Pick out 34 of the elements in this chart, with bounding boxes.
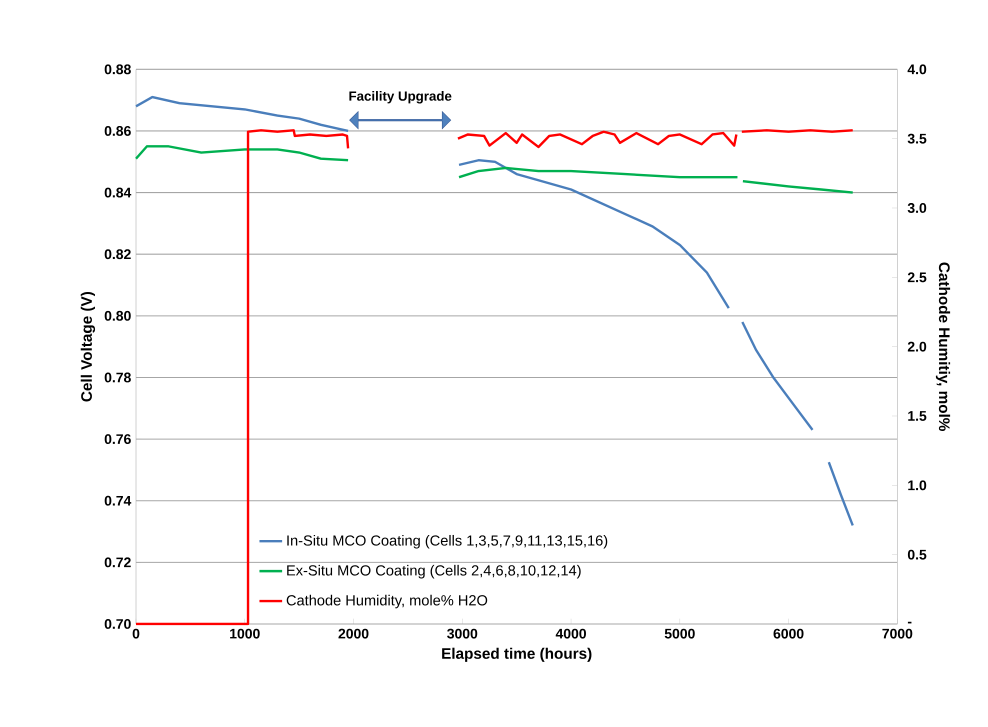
x-tick-label: 7000 xyxy=(882,628,912,639)
annotation: Facility Upgrade xyxy=(349,91,452,104)
y-tick-label: 0.74 xyxy=(104,496,132,506)
y-tick-label: 0.78 xyxy=(104,372,131,383)
x-tick-label: 4000 xyxy=(556,628,586,639)
y-tick-label: 0.82 xyxy=(104,249,131,260)
y2-tick-label: 3.5 xyxy=(908,134,926,144)
legend-label: In-Situ MCO Coating (Cells 1,3,5,7,9,11,13,15,16) xyxy=(287,535,608,549)
x-tick-label: 1000 xyxy=(230,628,260,639)
y2-tick-label: 2.5 xyxy=(908,272,926,282)
y-tick-label: 0.72 xyxy=(104,558,131,568)
y-axis-title: Cell Voltage (V) xyxy=(80,292,96,402)
x-tick-label: 6000 xyxy=(774,628,804,639)
y2-axis-title: Cathode Humitiy, mol% xyxy=(936,262,950,432)
y-tick-label: 0.76 xyxy=(104,434,131,444)
y2-tick-label: 2.0 xyxy=(908,342,926,352)
y2-tick-label: 3.0 xyxy=(908,203,926,214)
y-tick-label: 0.84 xyxy=(104,188,132,198)
x-tick-label: 3000 xyxy=(447,628,478,639)
x-tick-label: 5000 xyxy=(664,628,695,639)
y-tick-label: 0.80 xyxy=(104,311,131,321)
y-tick-label: 0.70 xyxy=(104,619,131,630)
y-tick-label: 0.86 xyxy=(104,126,131,136)
x-axis-title: Elapsed time (hours) xyxy=(442,648,592,662)
y2-tick-label: 4.0 xyxy=(908,64,926,74)
x-tick-label: 0 xyxy=(132,628,140,639)
legend-label: Ex-Situ MCO Coating (Cells 2,4,6,8,10,12,14) xyxy=(287,565,581,579)
y2-tick-label: - xyxy=(908,622,912,624)
y-tick-label: 0.88 xyxy=(104,64,131,74)
legend-label: Cathode Humidity, mole% H2O xyxy=(286,594,488,609)
y2-tick-label: 0.5 xyxy=(908,550,926,560)
x-tick-label: 2000 xyxy=(338,628,368,639)
y2-tick-label: 1.5 xyxy=(908,411,926,422)
y2-tick-label: 1.0 xyxy=(908,480,926,490)
